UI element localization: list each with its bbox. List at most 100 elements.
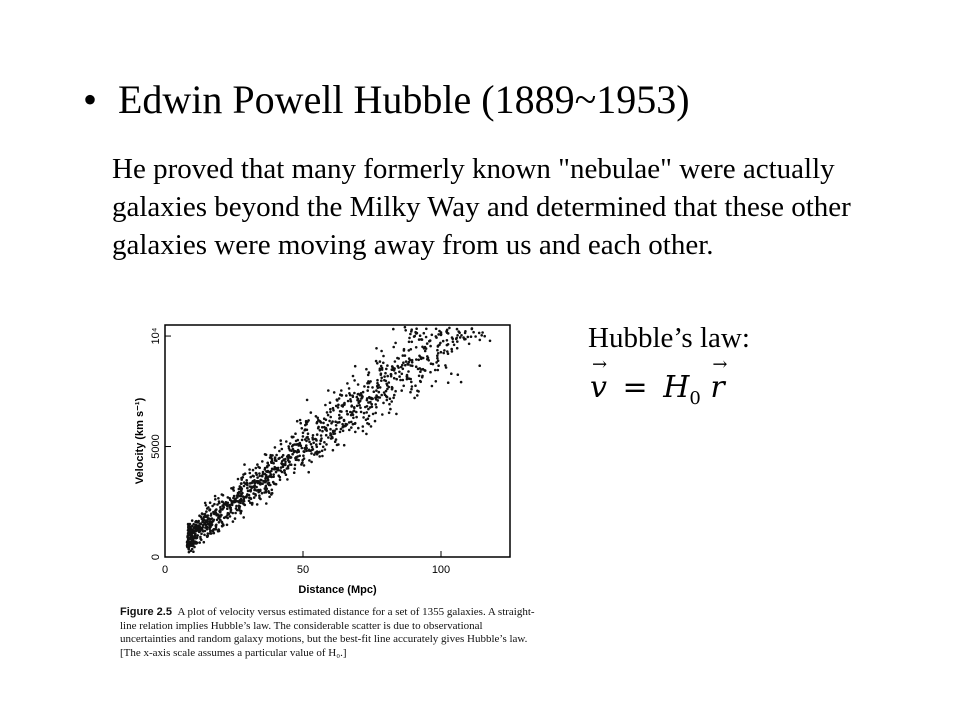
scatter-point [334,404,338,408]
scatter-point [212,512,216,515]
scatter-point [423,349,427,353]
scatter-point [275,459,278,462]
scatter-point [217,516,220,519]
scatter-point [246,486,249,490]
scatter-point [474,335,477,338]
figure-caption-text: A plot of velocity versus estimated dist… [120,606,535,659]
scatter-point [382,361,385,365]
scatter-point [371,386,374,389]
scatter-point [281,463,284,466]
scatter-point [450,372,453,375]
scatter-point [458,336,462,339]
scatter-point [367,381,371,385]
scatter-point [205,510,208,513]
scatter-point [323,448,327,451]
scatter-point [445,339,449,342]
scatter-point [438,343,441,347]
scatter-point [245,479,248,482]
scatter-point [404,360,408,363]
scatter-point [421,374,424,378]
scatter-point [384,389,388,393]
scatter-point [367,422,371,426]
scatter-point [203,522,206,526]
scatter-point [286,465,290,468]
scatter-point [255,485,258,489]
scatter-point [423,345,427,349]
scatter-point [255,479,259,483]
scatter-point [349,398,352,401]
scatter-point [321,429,324,433]
scatter-point [368,401,372,404]
scatter-point [421,356,425,360]
y-axis-label: Velocity (km s⁻¹) [134,397,146,484]
scatter-point [190,547,194,551]
scatter-point [276,467,279,471]
scatter-point [368,396,372,400]
scatter-point [239,512,242,515]
scatter-point [296,455,299,458]
scatter-point [257,488,260,492]
scatter-point [400,372,404,376]
scatter-point [317,425,320,429]
scatter-point [247,493,251,497]
scatter-point [446,381,450,384]
scatter-point [240,476,243,480]
scatter-point [365,432,368,436]
scatter-point [188,537,192,541]
scatter-point [200,512,204,515]
scatter-point [429,370,432,374]
scatter-point [369,380,372,383]
scatter-point [305,439,308,443]
scatter-point [384,371,387,375]
scatter-point [284,460,287,463]
scatter-point [312,441,315,445]
scatter-point [219,509,222,513]
scatter-point [364,405,367,409]
scatter-point [272,461,275,465]
scatter-point [286,478,289,481]
scatter-point [299,444,303,447]
scatter-point [319,421,323,424]
scatter-point [430,384,434,388]
scatter-point [231,511,234,515]
scatter-point [199,535,202,539]
scatter-point [281,465,285,468]
scatter-point [394,389,397,393]
scatter-point [459,380,463,384]
scatter-point [391,386,394,390]
scatter-point [407,370,410,373]
scatter-point [470,327,474,330]
scatter-point [226,501,230,505]
scatter-point [352,406,356,409]
scatter-point [410,380,413,384]
scatter-point [310,445,314,449]
scatter-point [294,432,297,435]
scatter-point [382,401,385,405]
scatter-point [295,419,299,423]
scatter-point [409,390,412,394]
scatter-point [187,547,190,551]
bullet-marker: • [83,77,98,122]
scatter-point [315,445,319,449]
scatter-point [382,354,385,358]
scatter-point [356,397,360,401]
scatter-point [431,362,435,366]
scatter-point [306,432,310,435]
scatter-point [197,530,201,534]
scatter-point [353,364,357,368]
scatter-point [315,439,318,442]
scatter-point [243,503,247,507]
scatter-point [436,352,440,355]
scatter-point [375,347,378,350]
scatter-point [200,532,203,536]
scatter-point [195,542,198,545]
scatter-point [364,418,368,422]
scatter-point [413,334,417,338]
scatter-point [208,509,211,512]
scatter-point [322,421,325,425]
scatter-point [285,440,288,443]
scatter-point [326,413,330,417]
scatter-point [375,405,378,409]
scatter-point [375,389,378,392]
scatter-point [452,343,456,347]
